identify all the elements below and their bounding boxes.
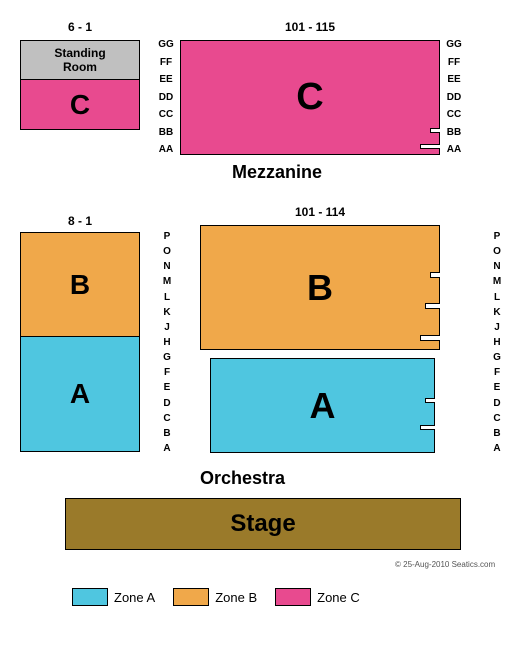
row-label: E: [160, 383, 174, 393]
legend-zone-a-label: Zone A: [114, 590, 155, 605]
stage-block: Stage: [65, 498, 461, 550]
credit-text: © 25-Aug-2010 Seatics.com: [395, 560, 495, 569]
row-label: G: [490, 353, 504, 363]
row-label: M: [490, 277, 504, 287]
row-label: EE: [444, 75, 464, 85]
row-label: CC: [444, 110, 464, 120]
row-label: O: [490, 247, 504, 257]
orch-left-zone-b: B: [20, 232, 140, 337]
mezz-left-header: 6 - 1: [20, 20, 140, 34]
orch-right-header: 101 - 114: [200, 205, 440, 219]
row-label: L: [160, 293, 174, 303]
row-label: F: [160, 368, 174, 378]
swatch-zone-c: [275, 588, 311, 606]
orch-a-notch-1: [425, 398, 435, 403]
row-label: J: [160, 323, 174, 333]
orch-right-a-letter: A: [310, 385, 336, 427]
row-label: C: [490, 414, 504, 424]
mezz-rows-right: AA BB CC DD EE FF GG: [444, 40, 464, 155]
row-label: O: [160, 247, 174, 257]
row-label: K: [160, 308, 174, 318]
row-label: F: [490, 368, 504, 378]
row-label: M: [160, 277, 174, 287]
row-label: N: [490, 262, 504, 272]
row-label: GG: [444, 40, 464, 50]
row-label: N: [160, 262, 174, 272]
row-label: B: [490, 429, 504, 439]
standing-room-block: Standing Room: [20, 40, 140, 80]
row-label: H: [160, 338, 174, 348]
legend-zone-c: Zone C: [275, 588, 360, 606]
row-label: FF: [156, 58, 176, 68]
orch-b-notch-3: [420, 335, 440, 341]
row-label: AA: [444, 145, 464, 155]
row-label: P: [160, 232, 174, 242]
mezz-notch-1: [430, 128, 440, 133]
swatch-zone-b: [173, 588, 209, 606]
orch-right-b-letter: B: [307, 267, 333, 309]
row-label: H: [490, 338, 504, 348]
mezz-rows-left: AA BB CC DD EE FF GG: [156, 40, 176, 155]
mezz-right-zone-c: C: [180, 40, 440, 155]
row-label: GG: [156, 40, 176, 50]
row-label: K: [490, 308, 504, 318]
orch-b-notch-1: [430, 272, 440, 278]
row-label: AA: [156, 145, 176, 155]
row-label: P: [490, 232, 504, 242]
row-label: E: [490, 383, 504, 393]
orchestra-label: Orchestra: [200, 468, 285, 489]
mezz-left-zone-c: C: [20, 80, 140, 130]
row-label: A: [160, 444, 174, 454]
mezz-notch-2: [420, 144, 440, 149]
mezz-right-header: 101 - 115: [180, 20, 440, 34]
mezz-right-c-letter: C: [296, 76, 323, 119]
row-label: FF: [444, 58, 464, 68]
row-label: EE: [156, 75, 176, 85]
row-label: D: [160, 399, 174, 409]
row-label: C: [160, 414, 174, 424]
legend-zone-b: Zone B: [173, 588, 257, 606]
legend-zone-a: Zone A: [72, 588, 155, 606]
row-label: D: [490, 399, 504, 409]
row-label: CC: [156, 110, 176, 120]
mezz-left-c-letter: C: [70, 89, 90, 121]
mezzanine-label: Mezzanine: [232, 162, 322, 183]
orch-a-notch-2: [420, 425, 435, 430]
row-label: DD: [444, 93, 464, 103]
row-label: G: [160, 353, 174, 363]
row-label: B: [160, 429, 174, 439]
orch-left-header: 8 - 1: [20, 214, 140, 228]
row-label: BB: [156, 128, 176, 138]
orch-right-zone-a: A: [210, 358, 435, 453]
swatch-zone-a: [72, 588, 108, 606]
orch-left-a-letter: A: [70, 378, 90, 410]
legend-zone-c-label: Zone C: [317, 590, 360, 605]
legend-zone-b-label: Zone B: [215, 590, 257, 605]
orch-rows-left: ABCDEFGHJKLMNOP: [160, 232, 174, 454]
orch-right-zone-b: B: [200, 225, 440, 350]
row-label: A: [490, 444, 504, 454]
row-label: J: [490, 323, 504, 333]
legend: Zone A Zone B Zone C: [72, 588, 360, 606]
orch-left-zone-a: A: [20, 337, 140, 452]
orch-b-notch-2: [425, 303, 440, 309]
row-label: L: [490, 293, 504, 303]
row-label: BB: [444, 128, 464, 138]
orch-rows-right: ABCDEFGHJKLMNOP: [490, 232, 504, 454]
row-label: DD: [156, 93, 176, 103]
orch-left-b-letter: B: [70, 269, 90, 301]
